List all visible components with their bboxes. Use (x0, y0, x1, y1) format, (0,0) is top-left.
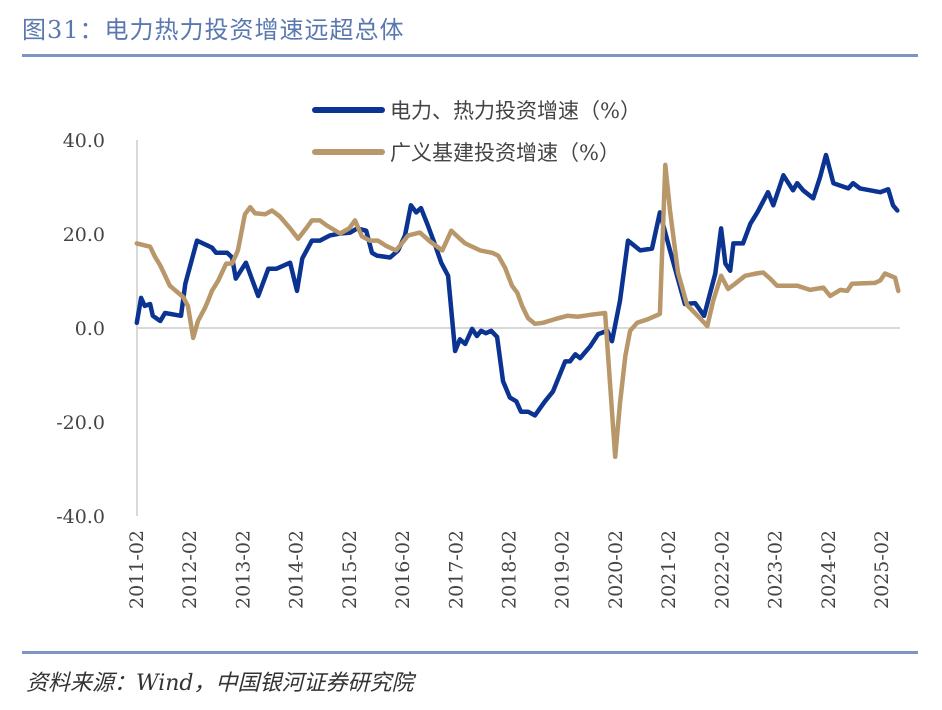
x-tick-label: 2014-02 (286, 530, 308, 609)
series-lines (134, 152, 901, 460)
y-tick-label: -40.0 (56, 506, 105, 528)
footer-divider (22, 651, 918, 654)
y-tick-label: 0.0 (75, 318, 105, 340)
x-tick-label: 2016-02 (392, 530, 414, 609)
legend-label: 广义基建投资增速（%） (390, 141, 620, 165)
x-tick-label: 2025-02 (871, 530, 893, 609)
series-line-infrastructure (134, 162, 901, 460)
y-tick-label: -20.0 (56, 412, 105, 434)
y-tick-label: 20.0 (63, 224, 105, 246)
x-tick-label: 2023-02 (765, 530, 787, 609)
x-tick-label: 2015-02 (339, 530, 361, 609)
series-line-power-heat (134, 152, 900, 418)
x-tick-label: 2013-02 (232, 530, 254, 609)
legend: 电力、热力投资增速（%） 广义基建投资增速（%） (312, 99, 641, 165)
x-tick-label: 2011-02 (126, 530, 148, 609)
figure-title: 图31：电力热力投资增速远超总体 (22, 16, 405, 44)
x-tick-label: 2022-02 (711, 530, 733, 609)
x-tick-label: 2017-02 (445, 530, 467, 609)
source-note: 资料来源：Wind，中国银河证券研究院 (26, 671, 414, 696)
y-tick-label: 40.0 (63, 130, 105, 152)
x-tick-label: 2019-02 (552, 530, 574, 609)
x-tick-label: 2012-02 (179, 530, 201, 609)
legend-label: 电力、热力投资增速（%） (390, 99, 641, 123)
x-tick-label: 2021-02 (658, 530, 680, 609)
x-tick-label: 2020-02 (605, 530, 627, 609)
x-tick-label: 2024-02 (818, 530, 840, 609)
title-divider (22, 54, 918, 57)
x-tick-label: 2018-02 (499, 530, 521, 609)
axes: 40.0 20.0 0.0 -20.0 -40.0 2011-02 2012-02 2013-… (56, 130, 900, 609)
